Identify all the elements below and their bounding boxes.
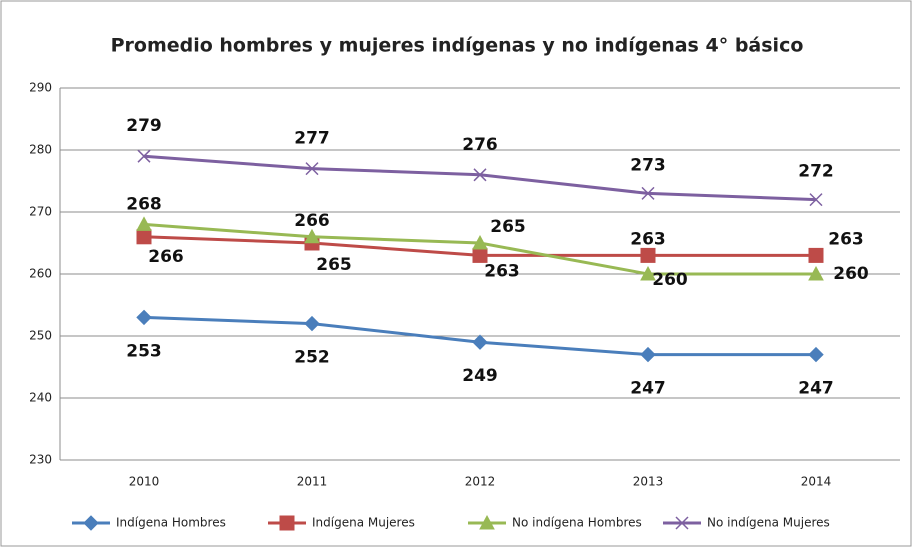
marker	[472, 334, 488, 350]
data-label: 253	[126, 341, 162, 361]
marker	[304, 228, 320, 244]
data-label: 260	[652, 270, 688, 290]
data-label: 260	[833, 264, 869, 284]
legend-item: No indígena Mujeres	[663, 516, 830, 530]
marker	[473, 168, 487, 182]
y-tick-label: 250	[29, 329, 52, 343]
data-label: 266	[148, 247, 184, 267]
marker	[137, 149, 151, 163]
y-tick-label: 270	[29, 205, 52, 219]
marker	[136, 309, 152, 326]
legend-label: No indígena Mujeres	[707, 516, 830, 530]
data-label: 265	[316, 255, 352, 275]
marker	[640, 346, 656, 363]
legend-label: Indígena Hombres	[116, 516, 226, 530]
data-label: 263	[828, 229, 864, 249]
data-label: 276	[462, 135, 498, 155]
chart-title: Promedio hombres y mujeres indígenas y n…	[111, 35, 804, 57]
data-label: 265	[490, 217, 526, 237]
data-label: 249	[462, 366, 498, 386]
marker	[136, 229, 152, 245]
marker	[640, 265, 656, 281]
marker	[83, 515, 99, 531]
legend-item: No indígena Hombres	[468, 514, 642, 530]
marker	[472, 234, 488, 250]
y-tick-label: 280	[29, 143, 52, 157]
data-label: 266	[294, 211, 330, 231]
data-label: 268	[126, 194, 162, 214]
x-tick-label: 2011	[297, 475, 328, 489]
x-tick-label: 2010	[129, 475, 160, 489]
marker	[808, 346, 824, 363]
marker	[136, 216, 152, 231]
y-tick-label: 240	[29, 391, 52, 405]
data-label: 277	[294, 129, 330, 149]
marker	[304, 315, 320, 332]
data-label: 252	[294, 348, 330, 368]
marker	[640, 247, 656, 263]
x-tick-label: 2014	[801, 475, 832, 489]
data-label: 272	[798, 162, 834, 182]
marker	[808, 265, 824, 281]
marker	[808, 247, 824, 263]
data-label: 279	[126, 116, 162, 136]
marker	[809, 193, 823, 207]
legend-label: Indígena Mujeres	[312, 516, 415, 530]
x-tick-label: 2013	[633, 475, 664, 489]
marker	[279, 515, 295, 531]
data-label: 263	[484, 261, 520, 281]
x-tick-label: 2012	[465, 475, 496, 489]
data-label: 273	[630, 155, 666, 175]
marker	[472, 247, 488, 263]
y-tick-label: 230	[29, 453, 52, 467]
legend-item: Indígena Hombres	[72, 515, 226, 531]
y-tick-label: 290	[29, 81, 52, 95]
marker	[479, 514, 495, 530]
y-tick-label: 260	[29, 267, 52, 281]
data-label: 263	[630, 229, 666, 249]
marker	[641, 186, 655, 200]
data-label: 247	[630, 379, 666, 399]
legend-item: Indígena Mujeres	[268, 515, 415, 531]
legend-label: No indígena Hombres	[512, 516, 642, 530]
data-label: 247	[798, 379, 834, 399]
marker	[675, 516, 689, 530]
marker	[305, 162, 319, 176]
